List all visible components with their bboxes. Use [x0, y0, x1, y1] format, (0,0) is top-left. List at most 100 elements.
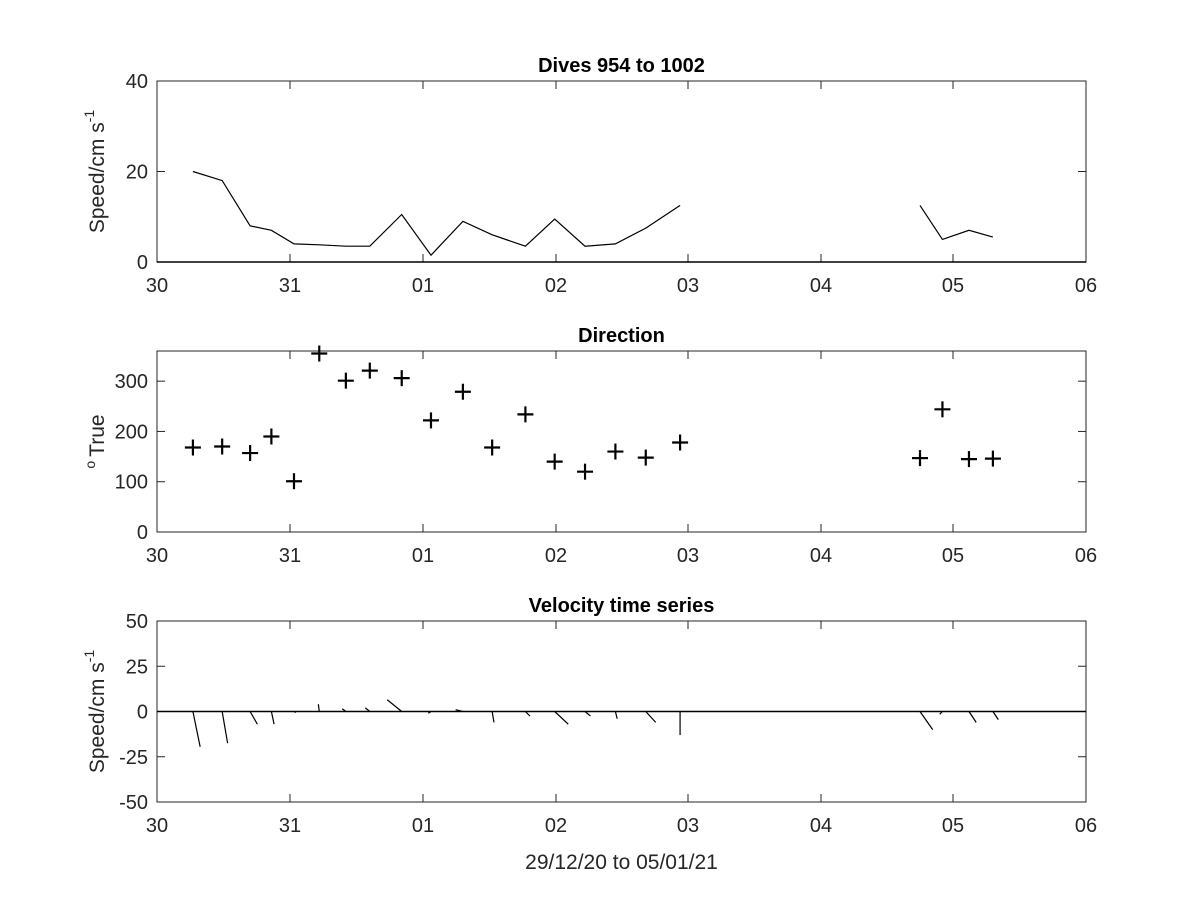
velocity-stick	[939, 711, 943, 715]
x-tick-label: 04	[810, 815, 832, 837]
axes-frame	[156, 80, 1087, 263]
direction-point	[311, 345, 328, 362]
y-axis-label: o True	[82, 414, 109, 468]
y-tick-label: 0	[137, 252, 148, 274]
velocity-stick	[584, 711, 591, 717]
x-tick-label: 02	[545, 545, 567, 567]
velocity-stick	[270, 711, 275, 725]
y-tick-label: 100	[115, 472, 148, 494]
velocity-stick	[364, 707, 371, 712]
x-tick-label: 06	[1075, 815, 1097, 837]
x-tick-label: 03	[677, 815, 699, 837]
direction-point	[337, 372, 354, 389]
x-tick-label: 02	[545, 815, 567, 837]
direction-point	[454, 383, 471, 400]
y-axis-label-sup: -1	[81, 650, 97, 663]
direction-point	[422, 412, 439, 429]
y-tick-label: 200	[115, 421, 148, 443]
direction-point	[934, 401, 951, 418]
velocity-stick	[614, 711, 618, 719]
direction-point	[607, 443, 624, 460]
x-tick-label: 01	[412, 545, 434, 567]
y-axis-label-main: Speed/cm s	[86, 122, 109, 233]
x-tick-label: 31	[279, 815, 301, 837]
y-axis-label-sup: o	[82, 461, 98, 469]
direction-point	[242, 445, 259, 462]
y-axis-label: Speed/cm s-1	[81, 650, 109, 774]
direction-point	[214, 438, 231, 455]
y-axis-label-sup: -1	[81, 110, 97, 123]
direction-point	[484, 439, 501, 456]
x-tick-label: 06	[1075, 275, 1097, 297]
velocity-panel: 30 31 01 02 03 04 05 06 -50 -25 0 25 50 Velocity time…	[81, 595, 1097, 874]
x-tick-label: 30	[146, 275, 168, 297]
y-tick-label: -25	[119, 747, 148, 769]
x-axis-label: 29/12/20 to 05/01/21	[525, 851, 718, 874]
speed-series-line	[919, 205, 994, 241]
velocity-stick	[524, 711, 531, 717]
chart-title: Direction	[578, 325, 665, 347]
velocity-stick	[491, 711, 495, 723]
velocity-stick	[192, 711, 201, 747]
velocity-stick	[249, 711, 258, 725]
y-tick-label: 300	[115, 371, 148, 393]
x-tick-label: 04	[810, 545, 832, 567]
x-tick-label: 01	[412, 815, 434, 837]
direction-point	[637, 449, 654, 466]
y-tick-label: -50	[119, 792, 148, 814]
velocity-stick	[919, 711, 934, 730]
axes-frame	[156, 350, 1087, 533]
chart-title: Dives 954 to 1002	[538, 55, 705, 77]
velocity-stick	[341, 708, 347, 712]
direction-point	[184, 439, 201, 456]
y-tick-label: 40	[126, 71, 148, 93]
y-axis-label: Speed/cm s-1	[81, 110, 109, 234]
direction-panel: 30 31 01 02 03 04 05 06 0 100 200 300 Direction o True	[82, 325, 1097, 567]
direction-point	[577, 463, 594, 480]
x-tick-label: 03	[677, 545, 699, 567]
x-tick-label: 30	[146, 815, 168, 837]
y-tick-label: 50	[126, 611, 148, 633]
direction-point	[517, 406, 534, 423]
direction-point	[672, 434, 689, 451]
velocity-stick	[293, 710, 297, 713]
velocity-stick	[554, 711, 569, 725]
direction-point	[960, 451, 977, 468]
x-tick-label: 02	[545, 275, 567, 297]
direction-point	[912, 450, 928, 467]
x-tick-label: 05	[942, 275, 964, 297]
chart-title: Velocity time series	[529, 595, 715, 617]
direction-point	[263, 428, 280, 445]
x-tick-label: 04	[810, 275, 832, 297]
y-axis-label-main: True	[86, 414, 109, 456]
x-tick-label: 03	[677, 275, 699, 297]
velocity-stick	[645, 711, 657, 723]
direction-point	[984, 450, 1001, 467]
velocity-stick	[455, 709, 464, 713]
x-tick-label: 01	[412, 275, 434, 297]
speed-panel: 30 31 01 02 03 04 05 06 0 20 40 Dives 954 to 1002 Sp…	[81, 55, 1097, 297]
x-tick-label: 05	[942, 815, 964, 837]
velocity-stick	[386, 699, 403, 712]
velocity-stick	[221, 711, 229, 744]
direction-point	[393, 370, 410, 387]
direction-point	[285, 473, 302, 490]
y-tick-label: 25	[126, 656, 148, 678]
direction-point	[361, 362, 378, 379]
velocity-stick	[992, 711, 999, 720]
velocity-stick	[317, 704, 320, 712]
y-tick-label: 0	[137, 522, 148, 544]
x-tick-label: 31	[279, 545, 301, 567]
direction-point	[546, 453, 563, 470]
x-tick-label: 30	[146, 545, 168, 567]
velocity-stick	[968, 711, 977, 723]
x-tick-label: 31	[279, 275, 301, 297]
speed-series-line	[192, 170, 681, 257]
y-tick-label: 0	[137, 702, 148, 724]
y-tick-label: 20	[126, 162, 148, 184]
y-axis-label-main: Speed/cm s	[86, 662, 109, 773]
x-tick-label: 05	[942, 545, 964, 567]
velocity-stick	[427, 711, 432, 714]
x-tick-label: 06	[1075, 545, 1097, 567]
